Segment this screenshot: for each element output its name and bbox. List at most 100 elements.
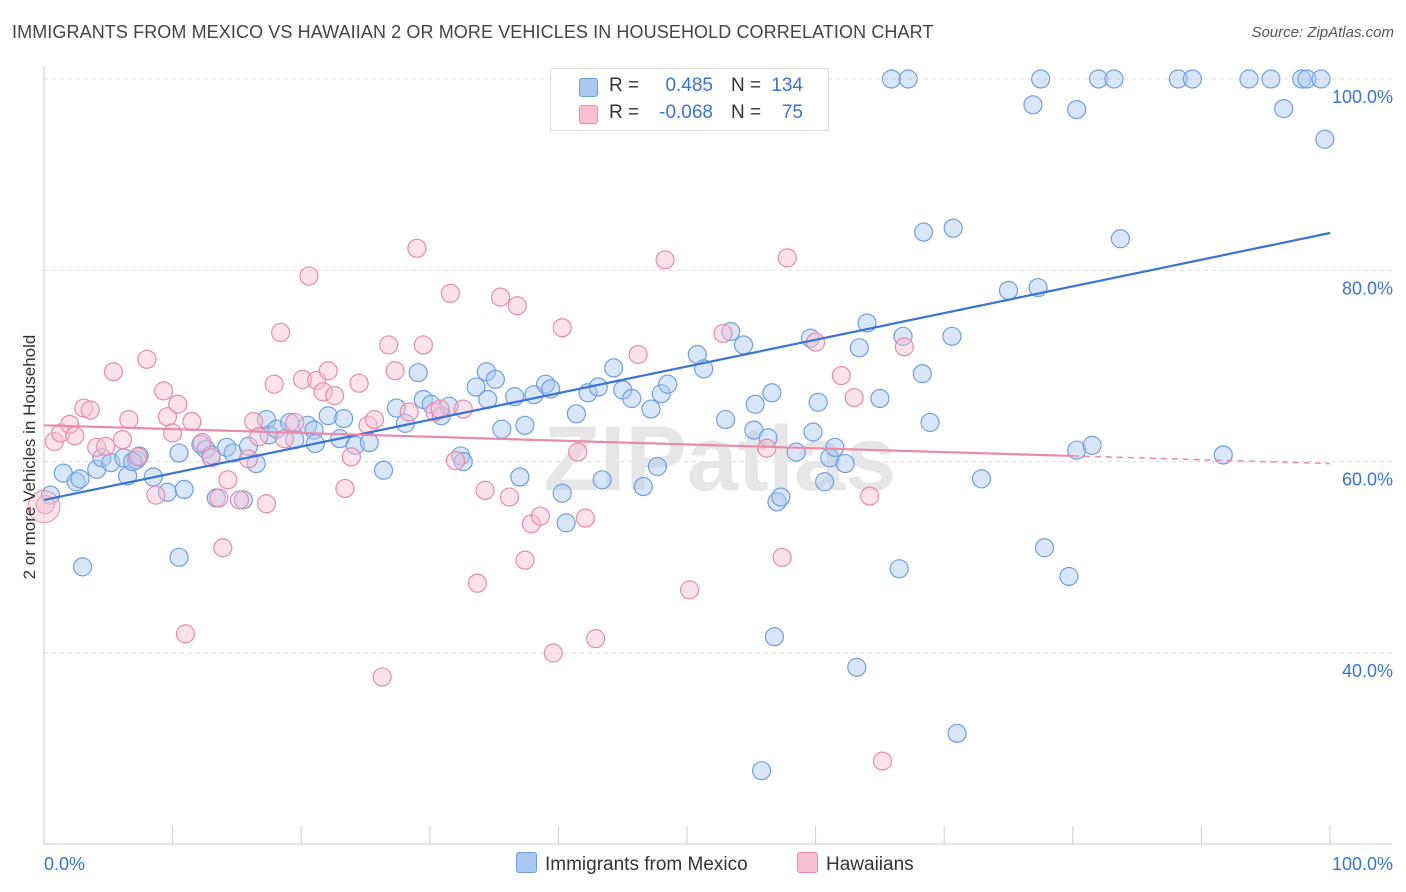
data-point bbox=[515, 415, 535, 435]
bottom-legend-label-hawaiians: Hawaiians bbox=[826, 854, 914, 875]
data-point bbox=[530, 506, 550, 526]
data-point bbox=[335, 478, 355, 499]
data-point bbox=[313, 382, 333, 402]
data-point bbox=[1059, 566, 1079, 587]
data-point bbox=[60, 414, 80, 434]
data-point bbox=[942, 326, 962, 346]
data-point bbox=[425, 402, 445, 422]
data-point bbox=[1239, 69, 1259, 89]
data-point bbox=[372, 667, 392, 687]
data-point bbox=[566, 404, 587, 424]
data-point bbox=[408, 363, 428, 383]
data-point bbox=[847, 657, 867, 677]
data-point bbox=[163, 423, 183, 443]
data-point bbox=[137, 349, 157, 369]
tick-labels: 40.0% 60.0% 80.0% 100.0% 0.0% 100.0% bbox=[44, 87, 1393, 874]
data-point bbox=[146, 485, 166, 505]
legend-r-value: 0.485 bbox=[665, 75, 713, 96]
data-point bbox=[633, 476, 653, 497]
data-point bbox=[1104, 69, 1124, 89]
grid-lines bbox=[44, 78, 1392, 654]
data-point bbox=[349, 373, 369, 393]
data-point bbox=[274, 429, 295, 449]
data-point bbox=[271, 322, 291, 343]
data-point bbox=[373, 460, 394, 480]
data-point bbox=[552, 318, 572, 338]
data-point bbox=[825, 437, 845, 457]
bottom-legend-swatch-mexico bbox=[516, 852, 537, 873]
legend-n-value: 75 bbox=[781, 102, 803, 123]
data-point bbox=[1274, 99, 1294, 119]
data-point bbox=[943, 218, 963, 238]
data-point bbox=[112, 430, 133, 450]
data-point bbox=[467, 573, 487, 593]
data-point bbox=[893, 326, 913, 346]
data-point bbox=[1088, 69, 1109, 89]
data-point bbox=[777, 248, 797, 268]
data-point bbox=[894, 337, 914, 357]
data-point bbox=[256, 494, 277, 514]
data-point bbox=[407, 238, 427, 258]
data-point bbox=[757, 438, 777, 458]
data-point bbox=[119, 409, 139, 430]
data-point bbox=[860, 486, 880, 506]
data-point bbox=[912, 364, 932, 384]
data-point bbox=[96, 436, 116, 456]
data-point bbox=[334, 409, 354, 429]
data-point bbox=[568, 442, 588, 462]
data-point bbox=[1182, 69, 1202, 89]
data-point bbox=[218, 470, 238, 490]
axes bbox=[43, 66, 1392, 845]
data-point bbox=[213, 538, 233, 558]
series-mexico-points bbox=[40, 69, 1335, 781]
legend-r-label: R = bbox=[609, 102, 640, 123]
data-point bbox=[745, 394, 765, 414]
y-tick-label: 60.0% bbox=[1342, 470, 1393, 490]
chart-title: IMMIGRANTS FROM MEXICO VS HAWAIIAN 2 OR … bbox=[12, 22, 934, 42]
data-point bbox=[1082, 435, 1102, 455]
data-point bbox=[499, 487, 520, 507]
data-point bbox=[872, 751, 893, 771]
data-point bbox=[815, 472, 835, 492]
data-point bbox=[292, 369, 313, 389]
legend-n-label: N = bbox=[731, 102, 762, 123]
bottom-legend-hawaiians: Hawaiians bbox=[797, 852, 914, 876]
data-point bbox=[364, 409, 385, 430]
data-point bbox=[117, 466, 138, 486]
data-point bbox=[35, 495, 55, 515]
data-point bbox=[556, 513, 576, 533]
data-point bbox=[507, 296, 527, 316]
data-point bbox=[65, 426, 85, 446]
data-point bbox=[1213, 445, 1233, 465]
data-point bbox=[920, 412, 940, 433]
data-point bbox=[453, 452, 473, 472]
data-point bbox=[1315, 129, 1335, 149]
data-point bbox=[844, 387, 864, 408]
data-point bbox=[510, 467, 530, 487]
trend-line bbox=[43, 424, 1073, 458]
data-point bbox=[552, 483, 572, 503]
data-point bbox=[1261, 69, 1281, 89]
data-point bbox=[70, 469, 90, 489]
data-point bbox=[658, 374, 678, 394]
data-point bbox=[971, 469, 992, 489]
data-point bbox=[359, 432, 379, 453]
data-point bbox=[831, 365, 851, 386]
data-point bbox=[385, 361, 405, 381]
data-point bbox=[299, 266, 319, 286]
data-point bbox=[1067, 99, 1087, 120]
data-point bbox=[128, 447, 148, 467]
data-point bbox=[399, 402, 419, 422]
data-point bbox=[713, 323, 733, 344]
legend-row-mexico: R = 0.485 N = 134 bbox=[551, 74, 828, 100]
data-point bbox=[881, 69, 902, 89]
data-point bbox=[515, 550, 535, 570]
correlation-legend: R = 0.485 N = 134 R = -0.068 N = 75 bbox=[550, 68, 829, 131]
data-point bbox=[592, 470, 612, 490]
trend-line-extrapolated bbox=[1072, 455, 1331, 465]
x-tick-label: 100.0% bbox=[1332, 854, 1393, 874]
data-point bbox=[1311, 69, 1331, 89]
data-point bbox=[1168, 69, 1188, 89]
data-point bbox=[808, 392, 828, 412]
